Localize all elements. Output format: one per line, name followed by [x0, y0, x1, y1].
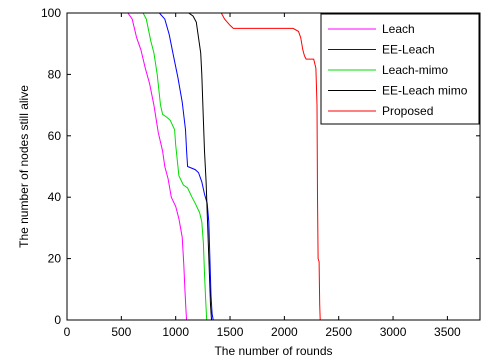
legend-label: Proposed — [382, 104, 433, 118]
series-line-proposed — [67, 12, 321, 321]
x-tick-label: 1000 — [162, 325, 189, 339]
legend-label: Leach — [382, 22, 415, 36]
x-tick-label: 0 — [64, 325, 71, 339]
legend-label: EE-Leach — [382, 43, 435, 57]
series-line-ee-leach-mimo — [67, 12, 212, 321]
y-tick-label: 60 — [48, 129, 62, 143]
y-tick-label: 100 — [41, 6, 61, 20]
series-lines — [67, 12, 321, 321]
legend-label: EE-Leach mimo — [382, 84, 468, 98]
x-tick-label: 2500 — [325, 325, 352, 339]
y-tick-label: 80 — [48, 67, 62, 81]
axes-box — [66, 12, 481, 321]
y-tick-label: 0 — [54, 313, 61, 327]
x-axis-title: The number of rounds — [214, 344, 332, 358]
legend: Leach EE-Leach Leach-mimo EE-Leach mimo Prop… — [320, 13, 480, 125]
x-tick-label: 2000 — [271, 325, 298, 339]
series-line-leach-mimo — [67, 12, 208, 321]
y-tick-label: 40 — [48, 190, 62, 204]
series-line-leach — [67, 12, 188, 321]
tick-labels: 0 500 1000 1500 2000 2500 3000 3500 0 20 40 60 80 100 — [41, 6, 461, 339]
legend-label: Leach-mimo — [382, 63, 448, 77]
x-tick-label: 1500 — [217, 325, 244, 339]
x-tick-label: 3000 — [380, 325, 407, 339]
series-line-ee-leach — [67, 12, 214, 321]
x-tick-label: 500 — [111, 325, 131, 339]
legend-box — [320, 13, 480, 125]
y-axis-title: The number of nodes still alive — [17, 85, 31, 248]
x-tick-label: 3500 — [434, 325, 461, 339]
y-tick-label: 20 — [48, 252, 62, 266]
